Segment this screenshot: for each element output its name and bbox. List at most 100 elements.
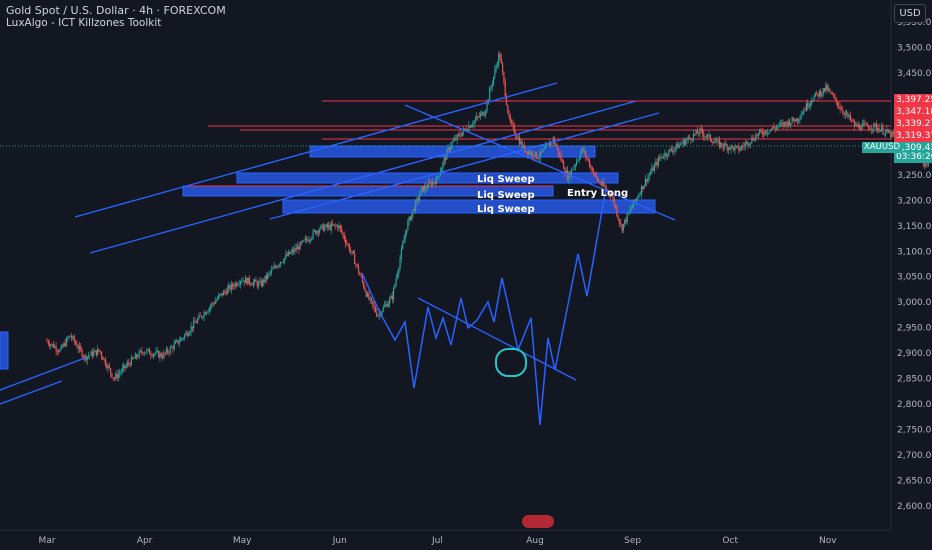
- zone-liq-sweep-1[interactable]: [236, 172, 619, 184]
- candle-body-397: [561, 160, 563, 162]
- candle-body-340: [487, 99, 489, 102]
- candle-body-572: [788, 120, 791, 126]
- candle-body-489: [681, 143, 683, 145]
- candle-body-383: [543, 148, 545, 150]
- candle-body-127: [211, 303, 213, 307]
- candle-body-308: [446, 150, 448, 160]
- candle-body-154: [246, 277, 248, 285]
- candle-body-243: [361, 276, 364, 282]
- candle-body-91: [164, 352, 166, 354]
- time-tick-5: Aug: [526, 536, 544, 546]
- candle-body-424: [596, 176, 598, 181]
- candle-body-343: [491, 83, 493, 88]
- candle-body-408: [576, 161, 578, 165]
- candle-body-51: [112, 377, 114, 379]
- candle-body-70: [137, 357, 139, 359]
- candle-body-484: [674, 147, 676, 150]
- zone-left-box[interactable]: [0, 331, 9, 370]
- candle-body-363: [517, 137, 519, 139]
- candle-body-6: [54, 346, 56, 348]
- candle-body-578: [796, 118, 798, 122]
- symbol-title[interactable]: Gold Spot / U.S. Dollar · 4h · FOREXCOM: [6, 4, 226, 17]
- candle-body-513: [712, 141, 714, 144]
- candle-body-26: [80, 345, 82, 350]
- trendlines[interactable]: [0, 82, 676, 405]
- candle-body-529: [733, 146, 735, 151]
- candle-body-3: [50, 344, 52, 347]
- candle-body-640: [877, 128, 879, 130]
- candle-body-39: [97, 349, 99, 355]
- candle-body-522: [723, 143, 726, 148]
- candle-body-149: [239, 281, 242, 285]
- candle-body-615: [844, 113, 846, 115]
- candle-body-384: [544, 145, 547, 149]
- candle-body-296: [430, 182, 432, 186]
- candle-body-480: [669, 148, 671, 150]
- candle-body-533: [738, 146, 740, 151]
- candle-body-632: [866, 123, 868, 127]
- forecast-path[interactable]: [361, 187, 607, 426]
- entry-marker-circle[interactable]: [495, 348, 527, 377]
- candle-body-524: [726, 145, 728, 150]
- indicator-title[interactable]: LuxAlgo - ICT Killzones Toolkit: [6, 17, 162, 29]
- candle-body-436: [612, 195, 614, 198]
- time-tick-1: Apr: [137, 536, 153, 546]
- candle-body-448: [627, 212, 630, 214]
- price-tag-3: 3,339.27: [894, 118, 932, 130]
- candle-body-428: [601, 182, 604, 186]
- candle-body-179: [278, 264, 280, 266]
- candle-body-297: [431, 182, 434, 186]
- candle-body-609: [836, 101, 839, 106]
- candle-body-416: [586, 157, 588, 159]
- candle-body-27: [81, 349, 83, 357]
- candle-body-651: [891, 131, 893, 138]
- candle-body-630: [864, 123, 866, 125]
- price-tick-14: 2,850.00: [897, 375, 932, 385]
- candle-body-437: [613, 197, 615, 206]
- candle-body-79: [148, 349, 151, 355]
- currency-button[interactable]: USD: [894, 4, 926, 23]
- scroll-to-realtime-button[interactable]: [522, 515, 554, 528]
- candle-body-8: [56, 350, 58, 352]
- candle-body-144: [233, 286, 235, 288]
- candle-body-262: [386, 303, 388, 307]
- candle-body-629: [862, 123, 865, 125]
- candle-body-219: [330, 223, 332, 230]
- candle-body-189: [291, 249, 293, 252]
- candle-body-230: [344, 239, 347, 244]
- candle-body-64: [129, 363, 131, 366]
- liquidity-zones[interactable]: [0, 145, 656, 370]
- candle-body-556: [768, 132, 770, 134]
- candle-body-586: [807, 103, 809, 108]
- candle-body-30: [85, 355, 87, 361]
- candle-body-89: [161, 356, 164, 359]
- candle-body-336: [482, 112, 484, 116]
- candle-body-5: [52, 343, 55, 348]
- candle-body-612: [840, 109, 843, 111]
- candle-body-20: [72, 336, 74, 339]
- candle-body-649: [888, 131, 891, 133]
- candle-body-650: [890, 131, 892, 138]
- candle-body-338: [485, 110, 487, 115]
- candle-body-523: [725, 143, 727, 146]
- candle-body-186: [287, 251, 290, 256]
- candle-body-90: [163, 352, 165, 359]
- candle-body-563: [777, 126, 779, 127]
- candle-body-367: [522, 145, 524, 148]
- candle-body-417: [587, 158, 589, 161]
- candle-body-180: [280, 262, 282, 265]
- candle-body-344: [492, 76, 495, 84]
- candle-body-263: [387, 303, 389, 307]
- candle-body-348: [498, 53, 500, 65]
- candle-body-232: [347, 243, 349, 246]
- candle-body-266: [391, 295, 393, 300]
- resistance-lines[interactable]: [185, 100, 891, 187]
- candle-body-59: [122, 365, 125, 368]
- candle-body-648: [887, 129, 889, 133]
- candle-body-631: [865, 123, 867, 125]
- candle-body-555: [766, 132, 769, 134]
- candle-body-394: [557, 148, 560, 155]
- candle-body-570: [786, 123, 788, 127]
- zone-liq-sweep-3[interactable]: [282, 199, 656, 214]
